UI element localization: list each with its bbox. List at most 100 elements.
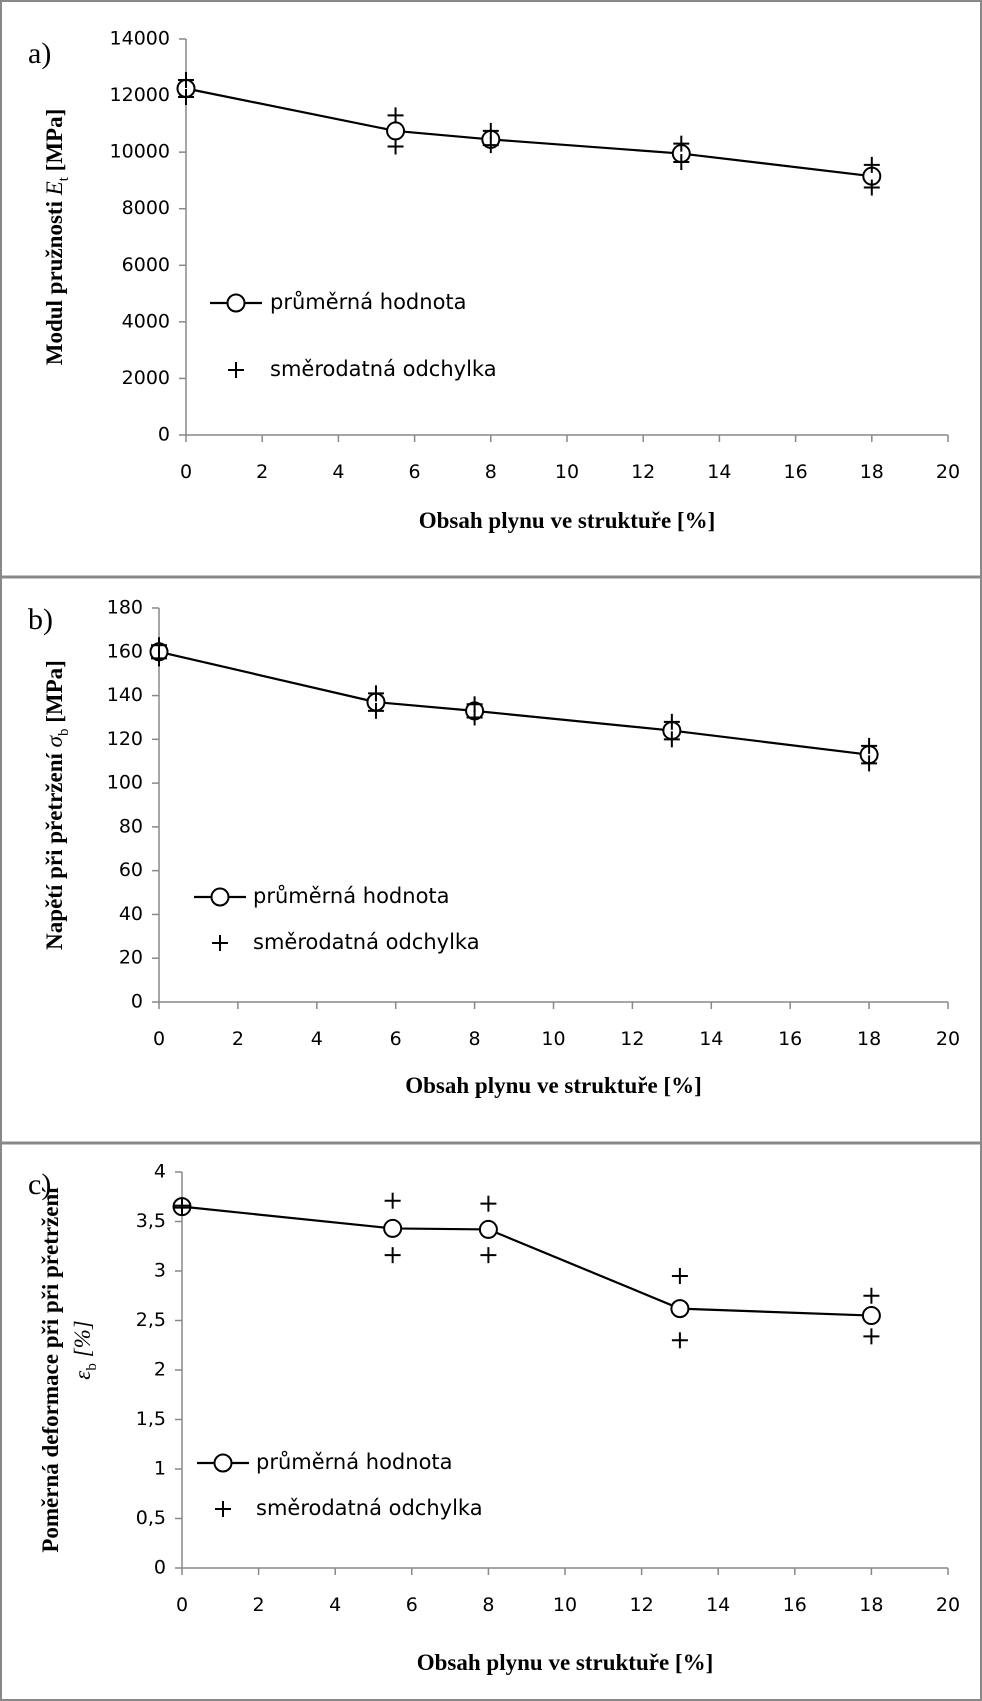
y-tick-label: 0,5 <box>136 1507 166 1529</box>
chart-panel-b: b) 0 20 40 60 80 100 120 140 160 180 0 2 4 6 8 10 12 14 16 1… <box>28 597 960 1099</box>
x-tick-label: 2 <box>232 1028 244 1050</box>
std-dev-point <box>663 731 680 748</box>
x-tick-label: 8 <box>469 1028 481 1050</box>
y-tick-label: 2 <box>154 1359 166 1381</box>
y-tick-label: 0 <box>154 1557 166 1579</box>
x-tick-label: 16 <box>783 1594 807 1616</box>
std-dev-point <box>663 713 680 730</box>
std-dev-point <box>384 1247 401 1264</box>
std-dev-point <box>861 755 878 772</box>
y-tick-label: 1,5 <box>136 1408 166 1430</box>
std-dev-point <box>673 135 690 152</box>
std-dev-point <box>482 122 499 139</box>
y-tick-label: 180 <box>107 597 143 619</box>
y-tick-label: 14000 <box>110 28 170 50</box>
y-tick-label: 40 <box>119 903 143 925</box>
x-tick-label: 0 <box>153 1028 165 1050</box>
legend-marker-circle <box>213 1453 233 1473</box>
x-tick-label: 2 <box>253 1594 265 1616</box>
std-dev-point <box>151 650 167 667</box>
mean-point <box>478 1219 498 1239</box>
std-dev-point <box>863 156 880 173</box>
y-axis-title-unit: [MPa] <box>42 109 67 177</box>
std-dev-point <box>367 702 384 719</box>
y-axis-title-symbol: ε <box>70 1370 95 1380</box>
std-dev-point <box>673 154 690 171</box>
x-tick-label: 16 <box>778 1028 802 1050</box>
y-tick-label: 0 <box>158 424 170 446</box>
legend-label-std: směrodatná odchylka <box>256 1496 483 1520</box>
std-dev-point <box>178 72 194 89</box>
y-tick-label: 60 <box>119 859 143 881</box>
std-dev-point <box>863 1328 880 1345</box>
std-dev-point <box>671 1267 688 1284</box>
legend-label-mean: průměrná hodnota <box>270 290 467 314</box>
x-tick-label: 18 <box>860 461 884 483</box>
y-tick-label: 0 <box>131 991 143 1013</box>
x-axis-title: Obsah plynu ve struktuře [%] <box>417 1650 713 1675</box>
y-tick-label: 12000 <box>110 84 170 106</box>
y-tick-label: 160 <box>107 640 143 662</box>
x-tick-label: 18 <box>859 1594 883 1616</box>
y-axis-title-symbol: E <box>42 181 67 196</box>
std-dev-point <box>384 1192 401 1209</box>
series-line-mean <box>181 1205 872 1317</box>
y-axis-title: Napětí při přetržení σb [MPa] <box>42 660 72 950</box>
legend: průměrná hodnota směrodatná odchylka <box>194 884 480 954</box>
x-tick-label: 12 <box>620 1028 644 1050</box>
std-dev-point <box>863 179 880 196</box>
x-tick-label: 8 <box>482 1594 494 1616</box>
y-axis-title-line2: εb [%] <box>70 1320 100 1379</box>
x-tick-label: 12 <box>630 1594 654 1616</box>
x-tick-label: 8 <box>485 461 497 483</box>
std-dev-point <box>387 107 404 124</box>
y-axis-title-subscript: t <box>56 176 72 181</box>
legend-marker-circle <box>226 293 246 313</box>
mean-point <box>861 1306 881 1326</box>
mean-point <box>383 1218 403 1238</box>
x-tick-label: 16 <box>784 461 808 483</box>
series-line-mean <box>158 650 870 756</box>
y-tick-label: 8000 <box>122 197 170 219</box>
chart-panel-c: c) 0 0,5 1 1,5 2 2,5 3 3,5 4 0 2 4 6 8 10 12 14 16 18 20 Obsa… <box>28 1161 960 1676</box>
x-tick-label: 4 <box>311 1028 323 1050</box>
panel-label: a) <box>28 37 51 70</box>
y-axis-title-unit: [%] <box>70 1320 95 1363</box>
x-tick-label: 14 <box>707 461 731 483</box>
y-tick-label: 20 <box>119 947 143 969</box>
y-tick-label: 1 <box>154 1458 166 1480</box>
x-tick-label: 14 <box>706 1594 730 1616</box>
y-tick-label: 4000 <box>122 310 170 332</box>
y-tick-label: 2000 <box>122 367 170 389</box>
legend: průměrná hodnota směrodatná odchylka <box>197 1450 483 1520</box>
y-tick-label: 10000 <box>110 141 170 163</box>
x-tick-label: 14 <box>699 1028 723 1050</box>
mean-point <box>670 1299 690 1319</box>
y-axis-title-unit: [MPa] <box>42 660 67 728</box>
y-axis-title-symbol: σ <box>42 734 67 747</box>
y-axis-title-text: Modul pružnosti <box>42 195 67 365</box>
x-tick-label: 4 <box>329 1594 341 1616</box>
x-axis-title: Obsah plynu ve struktuře [%] <box>405 1073 701 1098</box>
x-axis-title: Obsah plynu ve struktuře [%] <box>419 508 715 533</box>
std-dev-point <box>482 137 499 154</box>
legend-label-mean: průměrná hodnota <box>253 884 450 908</box>
std-dev-point <box>671 1332 688 1349</box>
y-tick-label: 6000 <box>122 254 170 276</box>
y-tick-label: 3,5 <box>136 1210 166 1232</box>
std-dev-point <box>863 1287 880 1304</box>
x-tick-label: 2 <box>256 461 268 483</box>
y-tick-label: 80 <box>119 815 143 837</box>
legend-label-mean: průměrná hodnota <box>256 1450 453 1474</box>
legend: průměrná hodnota směrodatná odchylka <box>210 290 497 381</box>
x-tick-label: 20 <box>936 1028 960 1050</box>
x-tick-label: 18 <box>857 1028 881 1050</box>
x-tick-label: 10 <box>553 1594 577 1616</box>
std-dev-point <box>367 685 384 702</box>
x-tick-label: 4 <box>332 461 344 483</box>
std-dev-point <box>178 88 194 105</box>
legend-label-std: směrodatná odchylka <box>270 357 497 381</box>
x-tick-label: 10 <box>555 461 579 483</box>
